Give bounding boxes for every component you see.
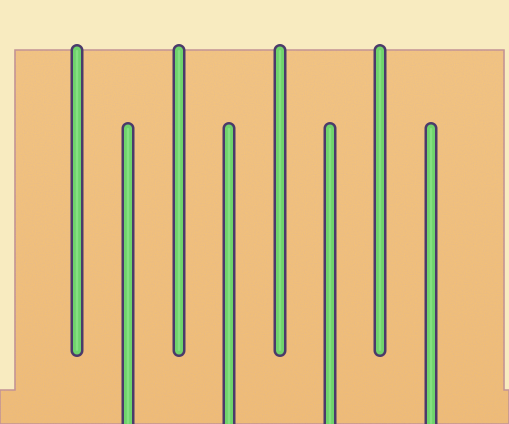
bottom-finger [222, 122, 236, 424]
finger-highlight [328, 128, 332, 424]
top-finger [70, 44, 84, 357]
top-finger [373, 44, 387, 357]
finger-highlight [429, 128, 433, 424]
bottom-finger [323, 122, 337, 424]
finger-highlight [278, 50, 282, 351]
bottom-finger [121, 122, 135, 424]
top-comb-fingers [70, 44, 387, 357]
finger-highlight [126, 128, 130, 424]
finger-highlight [227, 128, 231, 424]
bottom-comb-fingers [121, 122, 438, 424]
finger-highlight [177, 50, 181, 351]
top-finger [172, 44, 186, 357]
finger-highlight [378, 50, 382, 351]
top-finger [273, 44, 287, 357]
bottom-finger [424, 122, 438, 424]
finger-highlight [75, 50, 79, 351]
